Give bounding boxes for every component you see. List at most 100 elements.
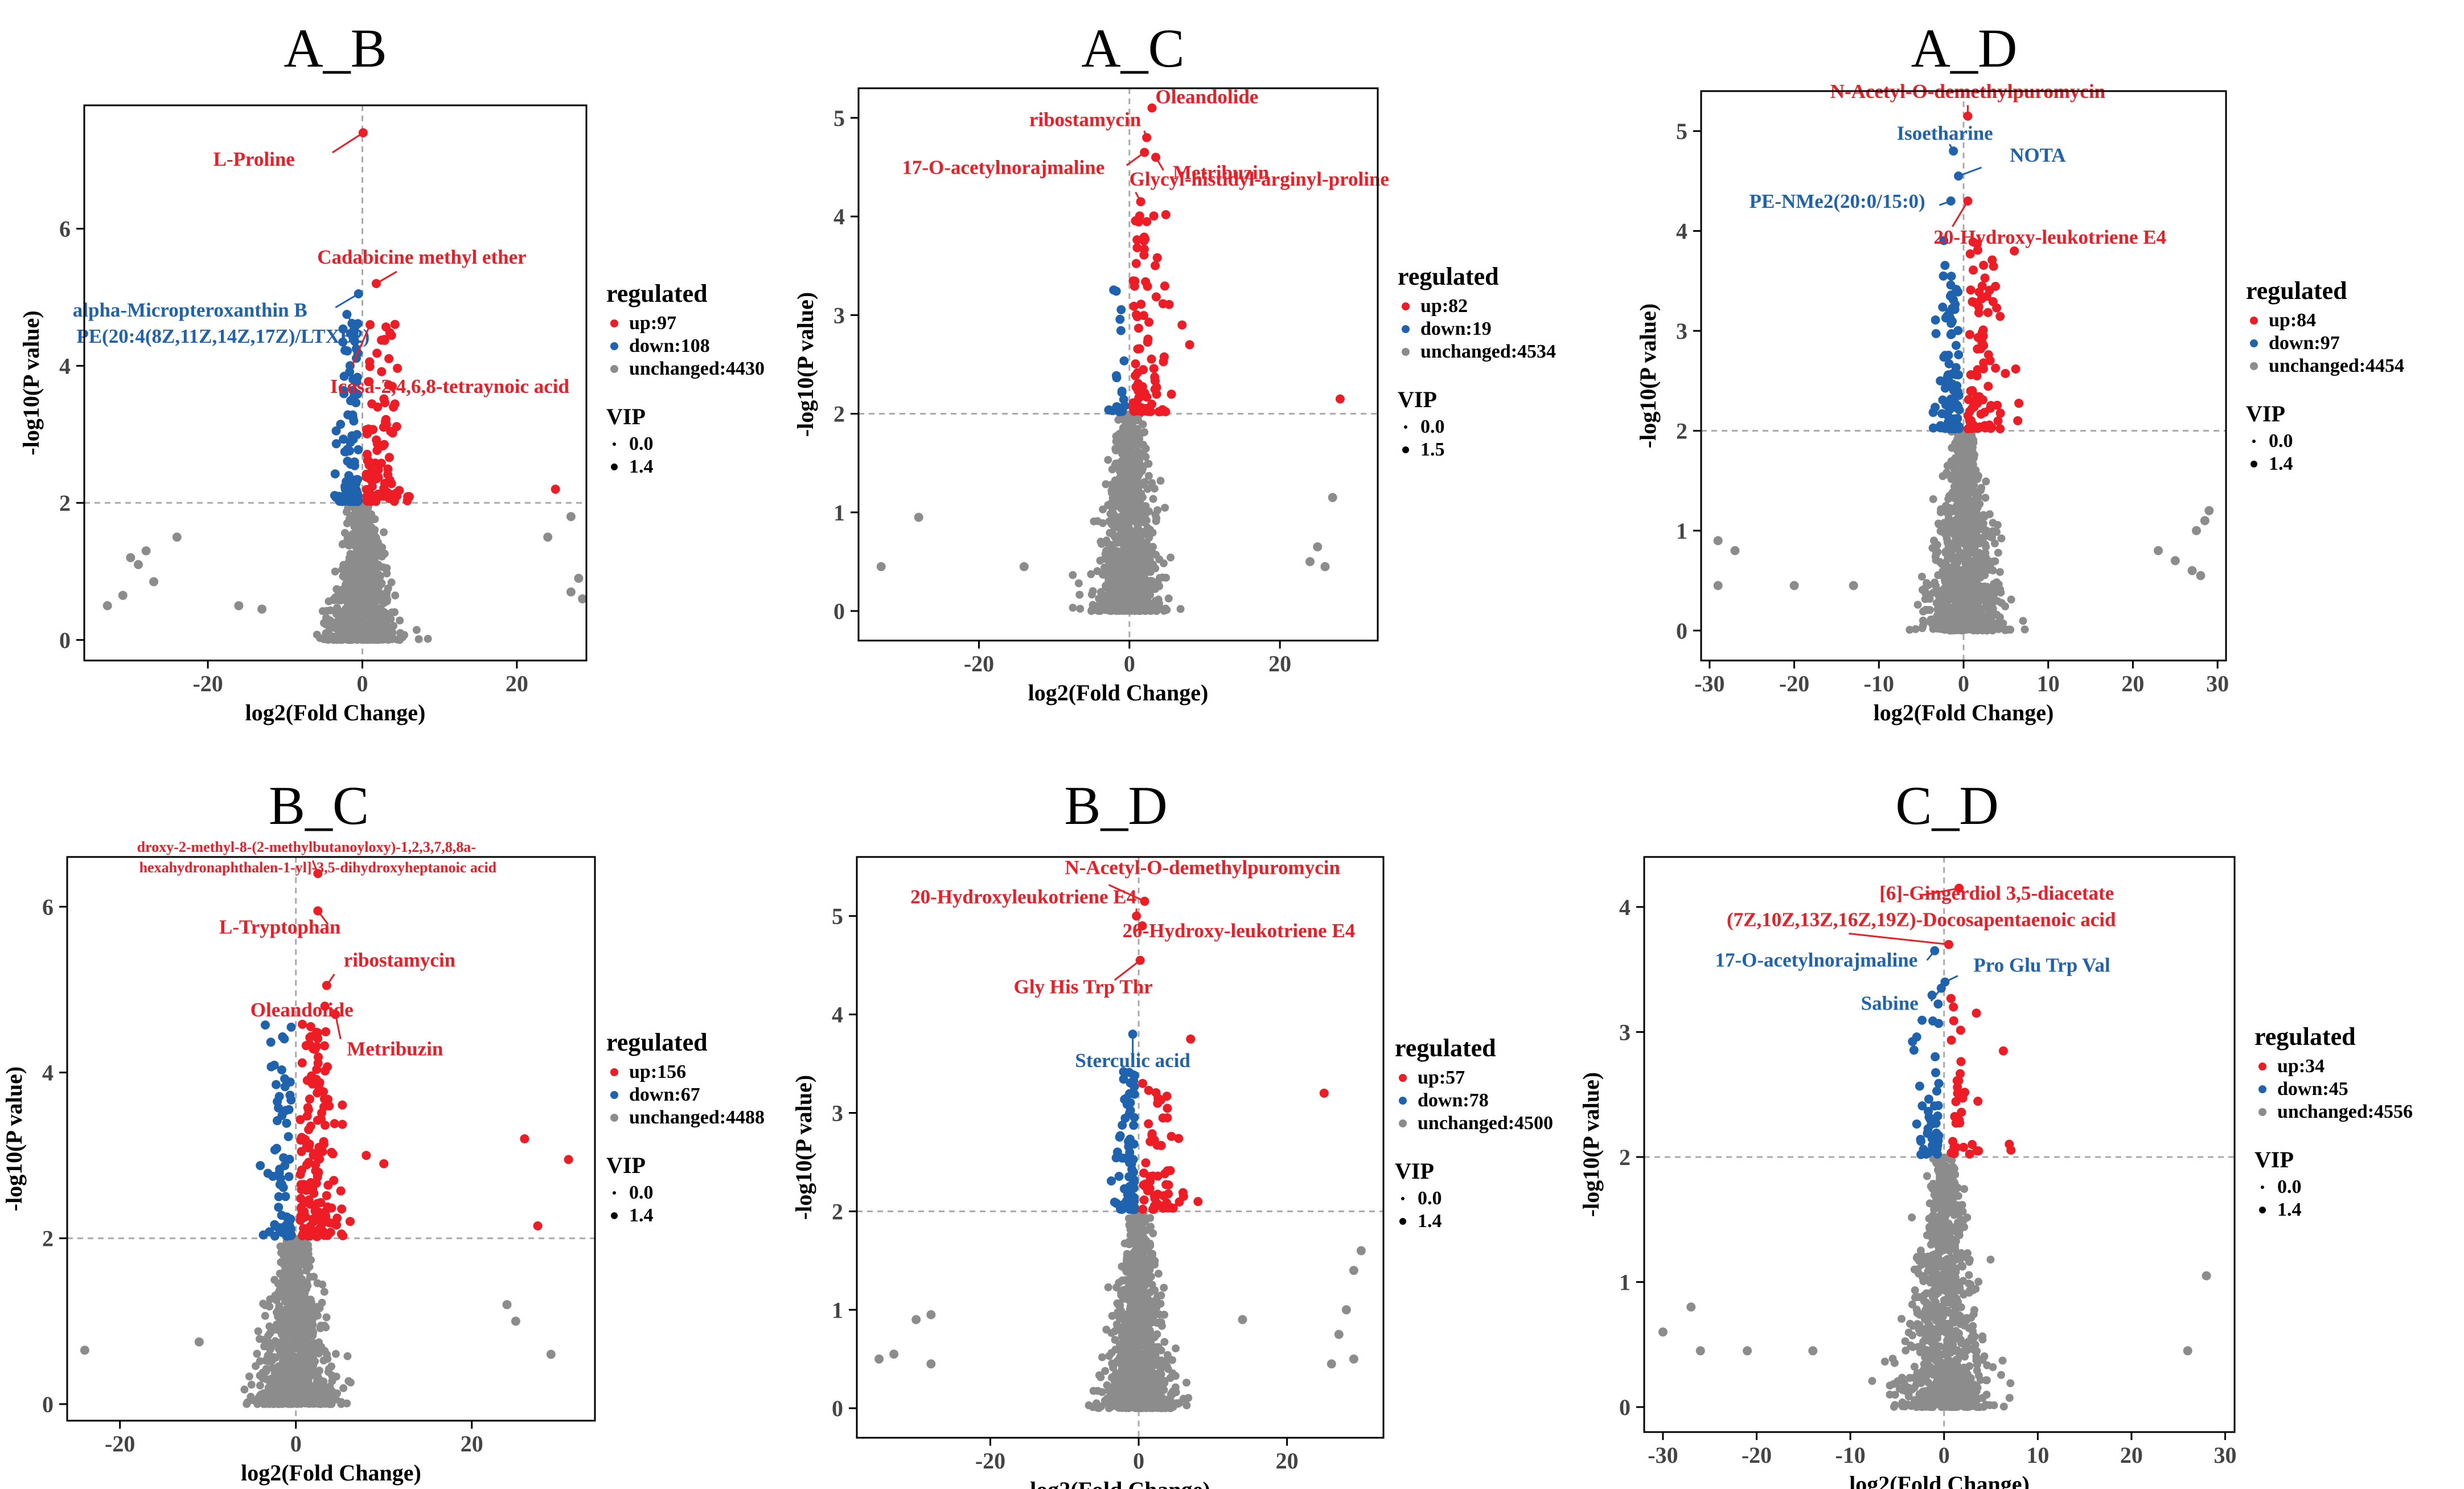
point-gray <box>1160 559 1168 568</box>
x-tick-label: -30 <box>1694 671 1724 696</box>
point-up <box>1977 294 1986 303</box>
point-up <box>1995 311 2005 321</box>
point-down <box>1941 313 1950 323</box>
point-down <box>284 1132 293 1142</box>
point-gray <box>566 587 576 597</box>
y-tick-label: 3 <box>833 302 845 328</box>
point-up <box>313 1059 323 1068</box>
point-up <box>520 1134 529 1143</box>
point-down <box>268 1171 278 1181</box>
point-up <box>318 1147 327 1156</box>
point-gray <box>1119 424 1127 432</box>
point-gray <box>303 1320 311 1329</box>
point-up <box>295 1115 305 1125</box>
point-down <box>280 1082 290 1092</box>
y-tick-label: 2 <box>59 490 71 516</box>
metabolite-label: Metribuzin <box>347 1038 443 1060</box>
point-gray <box>303 1295 312 1304</box>
point-up <box>311 1160 321 1170</box>
point-gray <box>424 634 432 643</box>
point-gray <box>382 621 391 629</box>
point-gray <box>1119 540 1128 549</box>
point-gray <box>1137 536 1146 545</box>
x-tick-label: -10 <box>1864 671 1894 696</box>
point-up <box>1988 297 1998 306</box>
point-gray <box>414 635 423 643</box>
metabolite-label: PE(20:4(8Z,11Z,14Z,17Z)/LTXB2) <box>76 325 369 347</box>
point-up <box>371 497 381 506</box>
point-gray <box>1952 542 1961 550</box>
point-gray <box>332 585 341 593</box>
point-gray <box>268 1383 276 1392</box>
point-gray <box>331 567 339 576</box>
point-gray <box>347 613 356 621</box>
point-down <box>1115 314 1125 324</box>
point-up <box>1991 363 2001 373</box>
point-up <box>377 367 387 376</box>
panel-title: A_C <box>1081 18 1184 79</box>
point-down <box>285 1090 295 1100</box>
point-up <box>1149 211 1159 221</box>
point-gray <box>546 1349 556 1359</box>
point-gray <box>301 1285 309 1293</box>
point-down <box>354 445 363 454</box>
points <box>874 1034 1366 1413</box>
point-down <box>1946 272 1956 281</box>
point-gray <box>1974 606 1983 614</box>
point-up <box>1974 302 1983 311</box>
point-gray <box>1125 559 1133 568</box>
point-gray <box>511 1316 520 1326</box>
point-gray <box>328 1377 336 1385</box>
point-up <box>301 1041 311 1051</box>
point-gray <box>1089 587 1097 596</box>
point-gray <box>2200 516 2210 526</box>
legend-swatch-up <box>1402 302 1410 310</box>
point-up <box>1142 217 1152 227</box>
y-tick-label: 4 <box>833 204 845 229</box>
label-leader <box>376 270 397 285</box>
point-up <box>1151 292 1161 302</box>
point-gray <box>412 626 421 634</box>
point-down <box>272 1143 281 1153</box>
point-gray <box>1960 592 1969 600</box>
point-gray <box>265 1302 274 1311</box>
point-gray <box>375 571 384 579</box>
point-gray <box>339 1384 348 1392</box>
legend-vip-small-dot <box>613 1191 616 1195</box>
point-up <box>1139 250 1149 260</box>
point-gray <box>1144 605 1153 613</box>
point-gray <box>1094 607 1103 615</box>
point-gray <box>1102 536 1111 545</box>
point-down <box>1944 417 1953 427</box>
point-up <box>1131 371 1140 380</box>
point-up <box>1141 404 1151 413</box>
point-up <box>1969 265 1978 275</box>
point-up <box>367 399 377 409</box>
point-gray <box>1075 590 1084 599</box>
point-gray <box>369 591 378 600</box>
point-gray <box>375 563 383 571</box>
metabolite-label: 20-Hydroxy-leukotriene E4 <box>1933 226 2166 248</box>
point-down <box>275 1164 285 1174</box>
legend-vip-max: 1.4 <box>629 1205 654 1226</box>
point-up <box>1149 364 1159 374</box>
point-up <box>1131 259 1141 268</box>
point-down <box>348 434 358 444</box>
point-gray <box>342 508 351 516</box>
point-gray <box>1069 604 1077 612</box>
point-down <box>1954 350 1964 359</box>
label-leader <box>351 324 371 366</box>
x-axis-label: log2(Fold Change) <box>241 1460 421 1486</box>
point-up <box>1134 217 1143 227</box>
point-gray <box>254 1327 262 1335</box>
point-gray <box>371 526 379 534</box>
point-gray <box>1944 605 1953 613</box>
point-down <box>345 367 355 377</box>
volcano-panel-a_d: A_DN-Acetyl-O-demethylpuromycinIsoethari… <box>1635 18 2404 725</box>
point-down <box>339 434 348 444</box>
point-up <box>387 479 396 489</box>
point-gray <box>346 1378 355 1387</box>
point-down <box>1946 280 1956 290</box>
point-gray <box>1104 456 1112 464</box>
point-gray <box>359 592 367 600</box>
